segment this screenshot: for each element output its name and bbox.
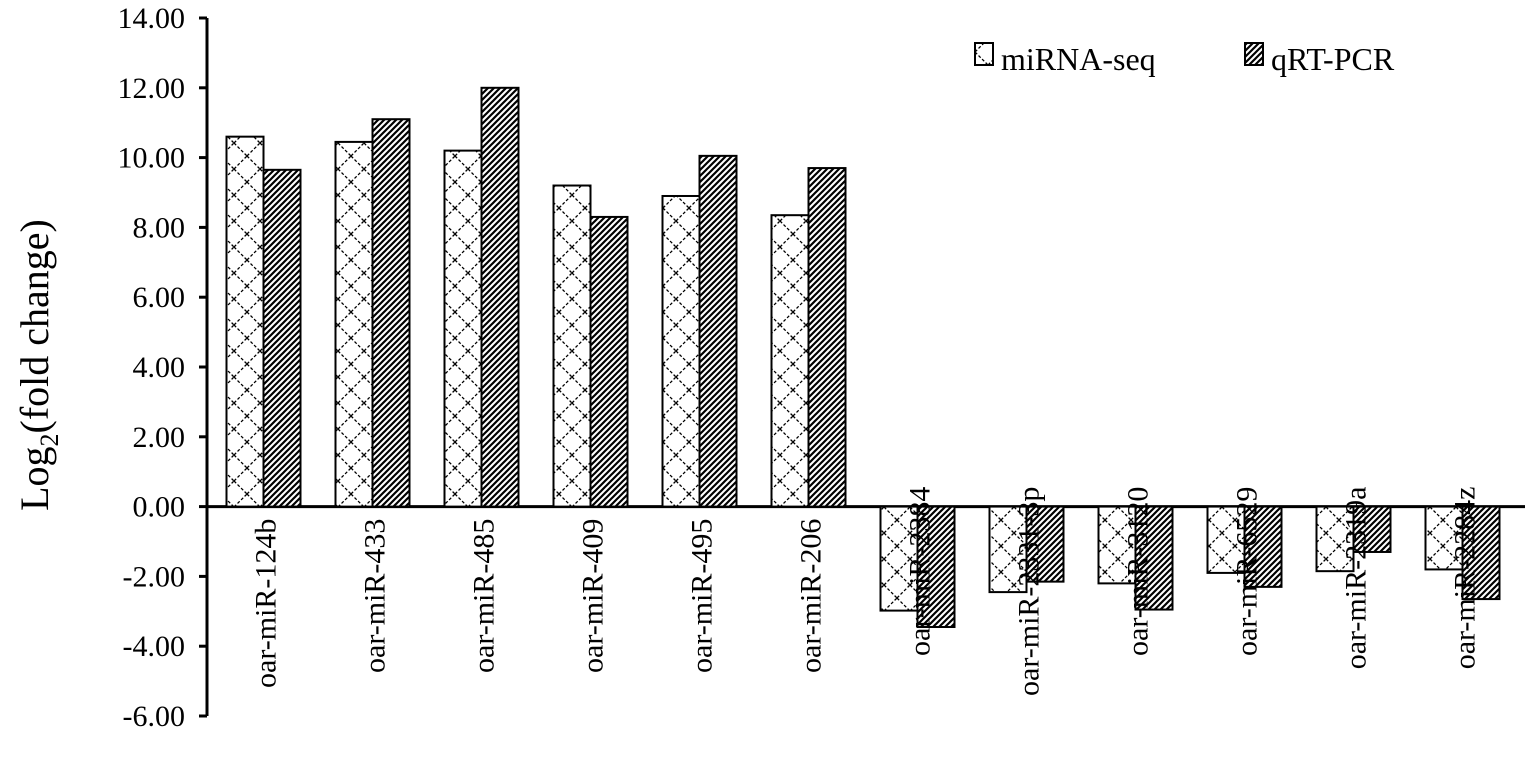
- bar-qrt-pcr: [698, 154, 738, 508]
- legend-label-qrt-pcr: qRT-PCR: [1271, 41, 1395, 77]
- bar-qrt-pcr: [1461, 505, 1501, 601]
- bar-mirna-seq: [661, 194, 701, 508]
- x-category-label: oar-miR-3120: [1122, 487, 1155, 656]
- x-category-label: oar-miR-206: [795, 519, 828, 673]
- legend-label-mirna-seq: miRNA-seq: [1001, 41, 1156, 77]
- bar-qrt-pcr: [262, 168, 302, 508]
- bar-mirna-seq: [1315, 505, 1355, 573]
- bar-qrt-pcr: [480, 86, 520, 508]
- x-category-label: oar-miR-2384: [904, 487, 937, 656]
- x-category-label: oar-miR-124b: [250, 519, 283, 688]
- y-tick-label: 10.00: [118, 142, 186, 175]
- y-tick-label: 4.00: [133, 351, 186, 384]
- bar-mirna-seq: [988, 505, 1028, 594]
- x-category-label: oar-miR-2284z: [1449, 487, 1482, 670]
- labels-layer: -6.00 -4.00 -2.00 0.00 2.00 4.00 6.00 8.00 10.00…: [12, 2, 1482, 733]
- y-tick-label: 0.00: [133, 491, 186, 524]
- bar-mirna-seq: [770, 214, 810, 508]
- bar-mirna-seq: [1424, 505, 1464, 571]
- bar-qrt-pcr: [1025, 505, 1065, 583]
- y-tick-label: 6.00: [133, 281, 186, 314]
- y-tick-label: 8.00: [133, 211, 186, 244]
- x-category-label: oar-miR-2331-3p: [1013, 487, 1046, 696]
- x-category-label: oar-miR-433: [359, 519, 392, 673]
- bar-mirna-seq: [1206, 505, 1246, 574]
- bar-mirna-seq: [443, 149, 483, 508]
- bar-qrt-pcr: [916, 505, 956, 629]
- bar-mirna-seq: [334, 140, 374, 508]
- y-tick-label: -2.00: [123, 560, 186, 593]
- y-tick-label: 2.00: [133, 421, 186, 454]
- y-tick-label: -4.00: [123, 630, 186, 663]
- bar-qrt-pcr: [1352, 505, 1392, 553]
- legend: miRNA-seq qRT-PCR: [974, 41, 1395, 77]
- x-category-label: oar-miR-2319a: [1340, 487, 1373, 670]
- legend-swatch-qrt-pcr: [1244, 42, 1264, 66]
- y-tick-label: 14.00: [118, 2, 186, 35]
- axes-layer: [199, 16, 1525, 718]
- y-tick-label: -6.00: [123, 700, 186, 733]
- bar-qrt-pcr: [807, 167, 847, 508]
- bars-layer: [225, 86, 1501, 629]
- x-category-label: oar-miR-6529: [1231, 487, 1264, 656]
- y-axis-title: Log2(fold change): [12, 219, 64, 511]
- bar-mirna-seq: [225, 135, 265, 508]
- legend-swatch-mirna-seq: [974, 42, 994, 66]
- bar-mirna-seq: [552, 184, 592, 508]
- x-category-label: oar-miR-485: [468, 519, 501, 673]
- y-tick-label: 12.00: [118, 72, 186, 105]
- bar-qrt-pcr: [1134, 505, 1174, 611]
- bar-qrt-pcr: [589, 215, 629, 508]
- bar-mirna-seq: [1097, 505, 1137, 585]
- x-category-label: oar-miR-495: [686, 519, 719, 673]
- bar-qrt-pcr: [371, 118, 411, 508]
- x-category-label: oar-miR-409: [577, 519, 610, 673]
- bar-qrt-pcr: [1243, 505, 1283, 588]
